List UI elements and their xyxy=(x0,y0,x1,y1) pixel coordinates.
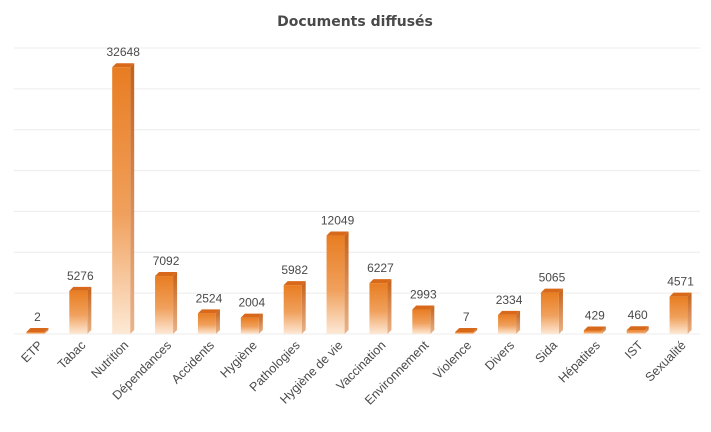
bar-top xyxy=(369,279,392,284)
bar-side xyxy=(301,281,306,334)
bar-side xyxy=(558,288,563,334)
bar xyxy=(112,63,135,334)
bar-top xyxy=(583,326,606,331)
bar-side xyxy=(387,279,392,334)
bar-side xyxy=(473,328,478,334)
bars xyxy=(26,63,692,334)
bar-side xyxy=(344,231,349,334)
bar xyxy=(240,313,263,334)
bar-side xyxy=(44,328,49,334)
bar-top xyxy=(455,328,478,332)
bar-top xyxy=(26,328,49,332)
bar-side xyxy=(430,305,435,334)
value-label: 429 xyxy=(585,308,605,322)
bar-side xyxy=(173,272,178,334)
bar xyxy=(283,281,306,334)
bar xyxy=(155,272,178,334)
bar-front xyxy=(155,276,174,334)
value-labels: 2 5276 32648 7092 2524 2004 5982 12049 6227 2993 7… xyxy=(34,45,694,324)
bar-side xyxy=(687,292,692,334)
bar-top xyxy=(69,286,92,291)
bar xyxy=(412,305,435,334)
bar-top xyxy=(240,313,263,318)
bar xyxy=(669,292,692,334)
value-label: 7092 xyxy=(153,254,180,268)
bar-side xyxy=(644,326,649,334)
category-label: Accidents xyxy=(169,338,217,386)
value-label: 2334 xyxy=(496,293,523,307)
bar-top xyxy=(326,231,349,236)
value-label: 5276 xyxy=(67,269,94,283)
bar-top xyxy=(197,309,220,314)
bar-top xyxy=(669,292,692,297)
bar xyxy=(26,328,49,334)
bar xyxy=(326,231,349,334)
category-label: Sida xyxy=(532,338,560,366)
value-label: 6227 xyxy=(367,261,394,275)
bar-front xyxy=(498,314,517,334)
value-label: 4571 xyxy=(667,275,694,289)
category-label: ETP xyxy=(18,338,45,365)
chart-title: Documents diffusés xyxy=(277,14,433,30)
category-label: Nutrition xyxy=(88,338,131,381)
value-label: 2524 xyxy=(196,291,223,305)
category-label: IST xyxy=(622,338,646,362)
bar xyxy=(197,309,220,334)
bar xyxy=(626,326,649,334)
value-label: 460 xyxy=(628,308,648,322)
bar-front xyxy=(626,330,645,334)
bar-top xyxy=(283,281,306,286)
bar-top xyxy=(412,305,435,310)
category-label: Hygiène xyxy=(218,338,260,380)
value-label: 7 xyxy=(463,310,470,324)
bar-top xyxy=(498,310,521,315)
category-label: Sexualité xyxy=(642,338,688,384)
bar-front xyxy=(369,283,388,334)
bar-top xyxy=(540,288,563,293)
bar-side xyxy=(130,63,135,334)
value-label: 2 xyxy=(34,310,41,324)
bar xyxy=(69,286,92,334)
bar-side xyxy=(215,309,220,334)
bar-side xyxy=(516,310,521,334)
value-label: 12049 xyxy=(321,214,355,228)
bar-front xyxy=(283,285,302,334)
category-label: Divers xyxy=(482,338,517,373)
category-label: Hépatites xyxy=(556,338,603,385)
bar-side xyxy=(601,326,606,334)
bar xyxy=(540,288,563,334)
bar-front xyxy=(455,332,474,334)
value-label: 5065 xyxy=(539,271,566,285)
bar-top xyxy=(112,63,135,68)
bar-front xyxy=(26,332,45,334)
value-label: 32648 xyxy=(107,45,141,59)
bar-top xyxy=(626,326,649,331)
bar-front xyxy=(326,235,345,334)
bar xyxy=(369,279,392,334)
category-label: Tabac xyxy=(55,338,88,371)
bar xyxy=(498,310,521,334)
bar-side xyxy=(258,313,263,334)
bar-front xyxy=(69,290,88,334)
category-label: Violence xyxy=(431,338,475,382)
bar-front xyxy=(197,313,216,334)
bar-front xyxy=(669,296,688,334)
bar-side xyxy=(87,286,92,334)
value-label: 2993 xyxy=(410,288,437,302)
bar-front xyxy=(112,67,131,334)
value-label: 2004 xyxy=(238,296,265,310)
bar-front xyxy=(540,292,559,334)
value-label: 5982 xyxy=(281,263,308,277)
bar xyxy=(455,328,478,334)
bar-front xyxy=(412,309,431,334)
bar xyxy=(583,326,606,334)
bar-top xyxy=(155,272,178,277)
bar-front xyxy=(240,317,259,334)
bar-front xyxy=(583,330,602,334)
